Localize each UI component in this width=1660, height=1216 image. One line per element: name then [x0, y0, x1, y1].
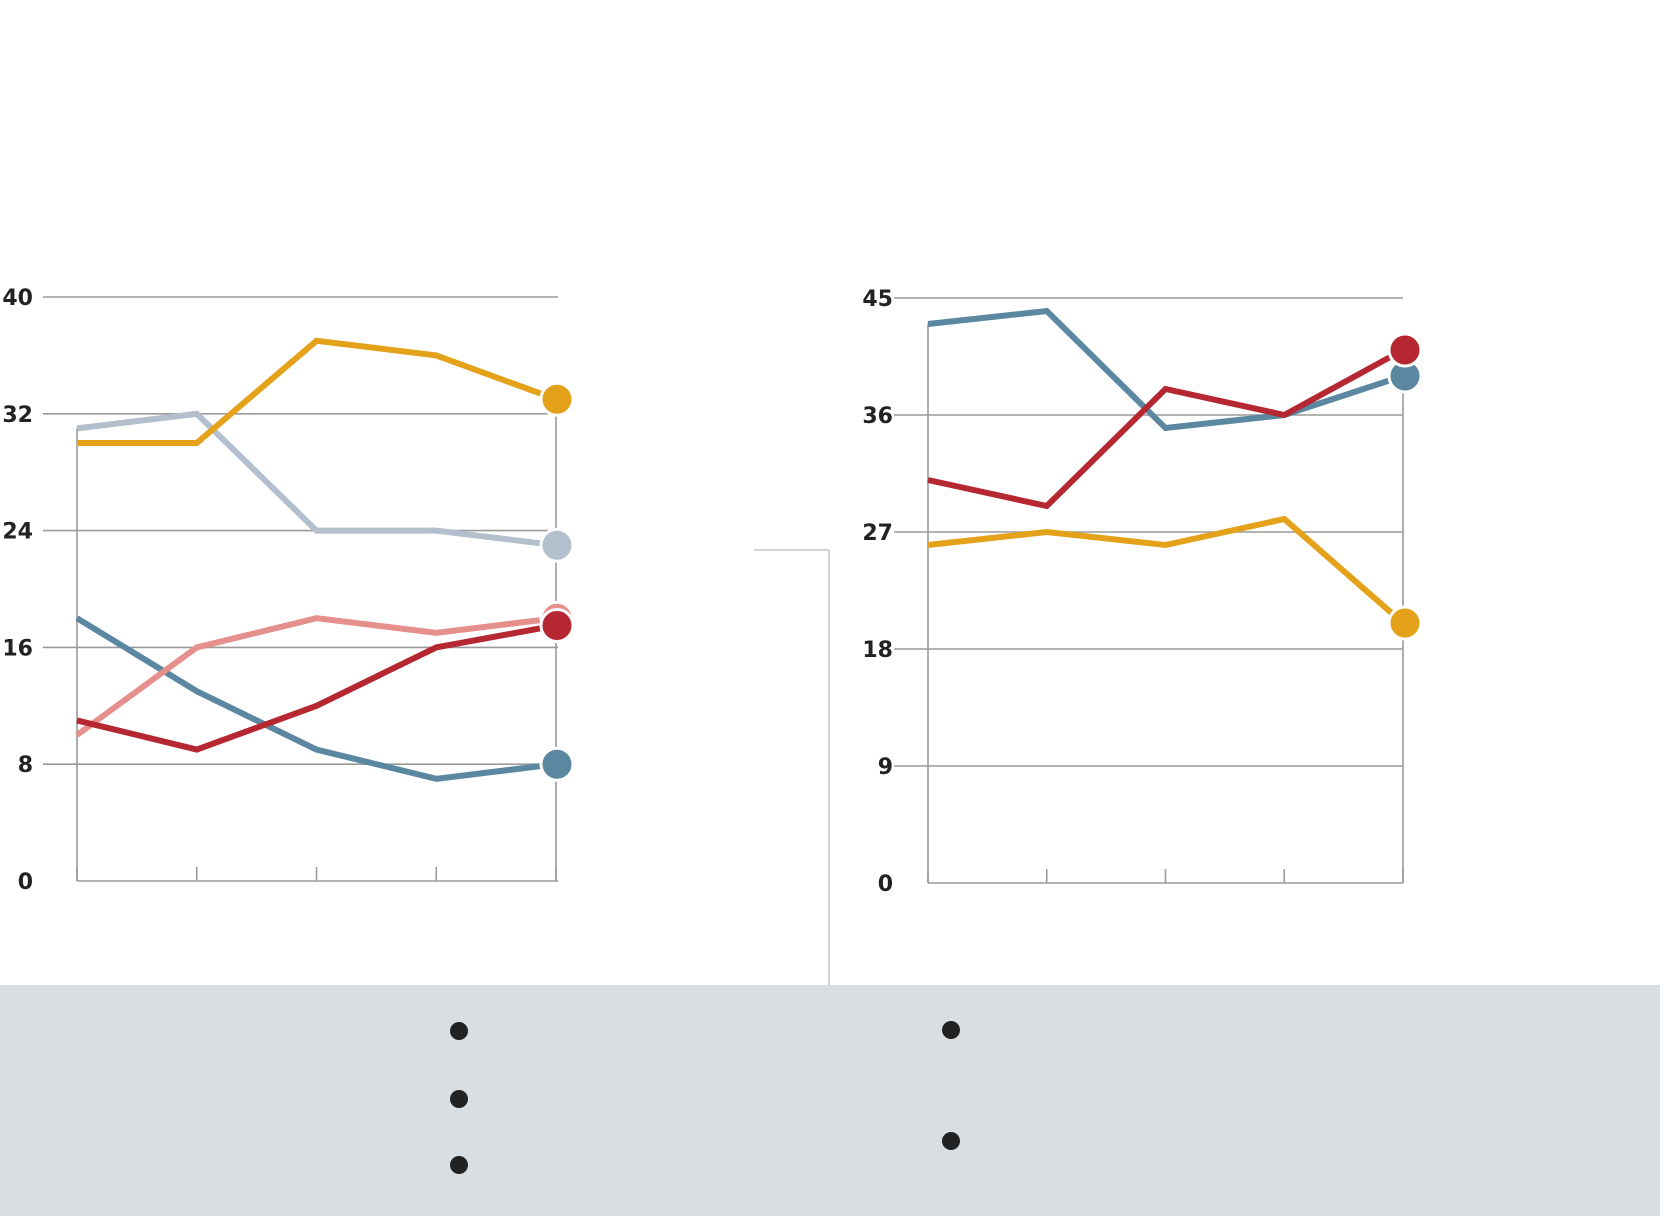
series-line-3 — [927, 347, 1405, 510]
series-line-1 — [76, 410, 557, 549]
y-tick-label: 40 — [2, 286, 33, 311]
series-end-marker-3 — [1387, 332, 1423, 368]
series-end-marker-1 — [539, 527, 575, 563]
y-tick-label: 18 — [862, 638, 893, 663]
series-line-4 — [75, 615, 557, 738]
y-tick-label: 16 — [2, 636, 33, 661]
series-line-5 — [76, 622, 557, 753]
series-end-marker-3 — [539, 746, 575, 782]
legend-bullet — [450, 1156, 468, 1174]
y-tick-label: 24 — [2, 520, 33, 545]
series-line-2 — [927, 515, 1405, 626]
y-tick-label: 0 — [878, 872, 893, 897]
series-end-marker-2 — [539, 381, 575, 417]
legend-left-bullets — [450, 1022, 468, 1174]
series-line-3 — [75, 615, 557, 782]
right-line-chart: 0 9 18 27 36 45 — [862, 287, 1423, 897]
legend-bullet — [942, 1132, 960, 1150]
y-tick-label: 36 — [862, 404, 893, 429]
y-tick-label: 32 — [2, 403, 33, 428]
series-end-marker-2 — [1387, 605, 1423, 641]
legend-bullet — [942, 1021, 960, 1039]
legend-bullet — [450, 1090, 468, 1108]
y-tick-label: 27 — [862, 521, 893, 546]
legend-bullet — [450, 1022, 468, 1040]
series-line-1 — [927, 307, 1404, 432]
left-line-chart: 0 8 16 24 32 40 — [2, 286, 575, 895]
legend-footer-panel — [0, 985, 1660, 1216]
series-line-2 — [77, 337, 558, 446]
y-tick-label: 45 — [862, 287, 893, 312]
legend-right-bullets — [942, 1021, 960, 1150]
y-tick-label: 0 — [18, 870, 33, 895]
y-tick-label: 8 — [18, 753, 33, 778]
series-end-marker-5 — [539, 608, 575, 643]
y-tick-label: 9 — [878, 755, 893, 780]
